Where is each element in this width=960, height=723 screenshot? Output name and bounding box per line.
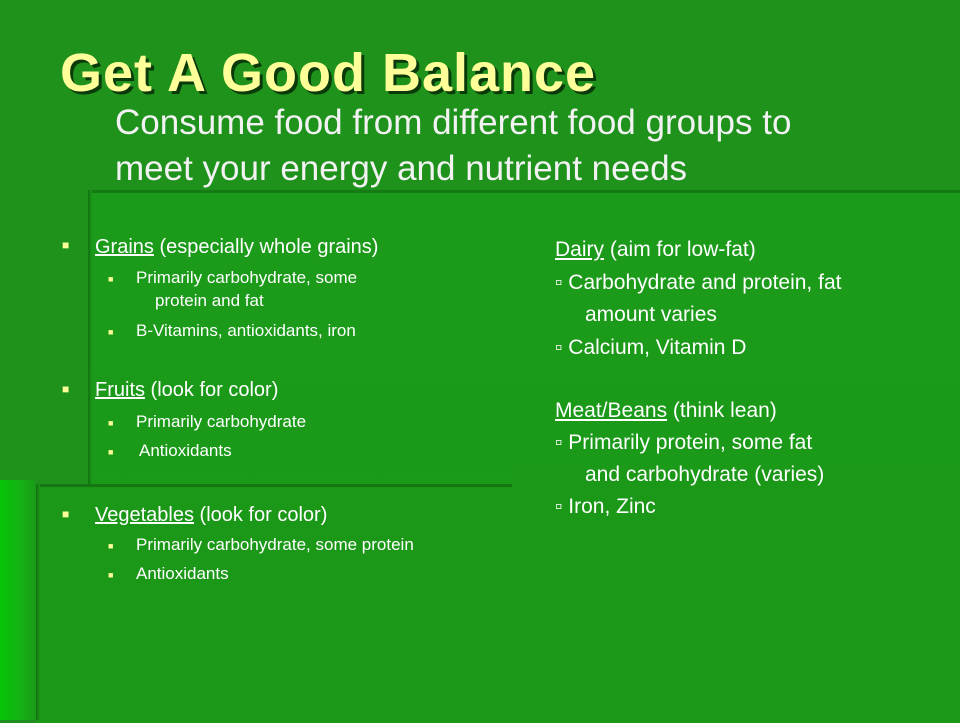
square-bullet-icon: ■ — [62, 507, 70, 521]
square-bullet-icon: ■ — [62, 238, 70, 252]
fruits-item-1: Primarily carbohydrate — [136, 412, 307, 431]
dairy-line-1: ▫ Carbohydrate and protein, fat — [555, 271, 842, 294]
dairy-note: (aim for low-fat) — [604, 238, 756, 261]
dairy-heading: Dairy (aim for low-fat) — [555, 238, 756, 262]
grains-heading: Grains (especially whole grains) — [95, 236, 378, 259]
square-bullet-icon: ■ — [108, 447, 114, 457]
dairy-line-3: ▫ Calcium, Vitamin D — [555, 336, 747, 359]
grains-note: (especially whole grains) — [153, 236, 379, 258]
grains-item-2: B-Vitamins, antioxidants, iron — [136, 321, 356, 340]
square-bullet-icon: ■ — [108, 541, 114, 551]
vegetables-item-2: Antioxidants — [136, 564, 229, 583]
slide-subtitle: Consume food from different food groups … — [115, 100, 955, 192]
meat-line-3: ▫ Iron, Zinc — [555, 495, 656, 518]
lower-panel-edge — [36, 484, 40, 720]
fruits-name: Fruits — [95, 379, 145, 401]
fruits-item-2: Antioxidants — [139, 441, 232, 460]
square-bullet-icon: ■ — [108, 274, 114, 284]
subtitle-line-2: meet your energy and nutrient needs — [115, 149, 688, 188]
left-gradient-strip — [0, 480, 36, 720]
grains-name: Grains — [95, 236, 154, 258]
vegetables-name: Vegetables — [95, 504, 194, 526]
dairy-name: Dairy — [555, 238, 605, 261]
vegetables-heading: Vegetables (look for color) — [95, 504, 327, 527]
subtitle-line-1: Consume food from different food groups … — [115, 103, 792, 142]
square-bullet-icon: ■ — [108, 570, 114, 580]
square-bullet-icon: ■ — [62, 382, 70, 396]
dairy-line-2: amount varies — [585, 303, 717, 326]
meat-heading: Meat/Beans (think lean) — [555, 399, 777, 423]
meat-line-2: and carbohydrate (varies) — [585, 463, 825, 486]
fruits-note: (look for color) — [145, 379, 279, 401]
grains-item-1: Primarily carbohydrate, some — [136, 268, 358, 287]
right-lower-panel — [512, 470, 960, 720]
square-bullet-icon: ■ — [108, 418, 114, 428]
slide-title: Get A Good Balance — [60, 43, 597, 103]
square-bullet-icon: ■ — [108, 327, 114, 337]
vegetables-note: (look for color) — [193, 504, 328, 526]
content-panel-edge — [88, 190, 92, 720]
grains-item-1-cont: protein and fat — [155, 291, 264, 310]
fruits-heading: Fruits (look for color) — [95, 379, 278, 402]
meat-line-1: ▫ Primarily protein, some fat — [555, 431, 813, 454]
meat-name: Meat/Beans — [555, 399, 668, 422]
meat-note: (think lean) — [667, 399, 777, 422]
vegetables-item-1: Primarily carbohydrate, some protein — [136, 535, 414, 554]
